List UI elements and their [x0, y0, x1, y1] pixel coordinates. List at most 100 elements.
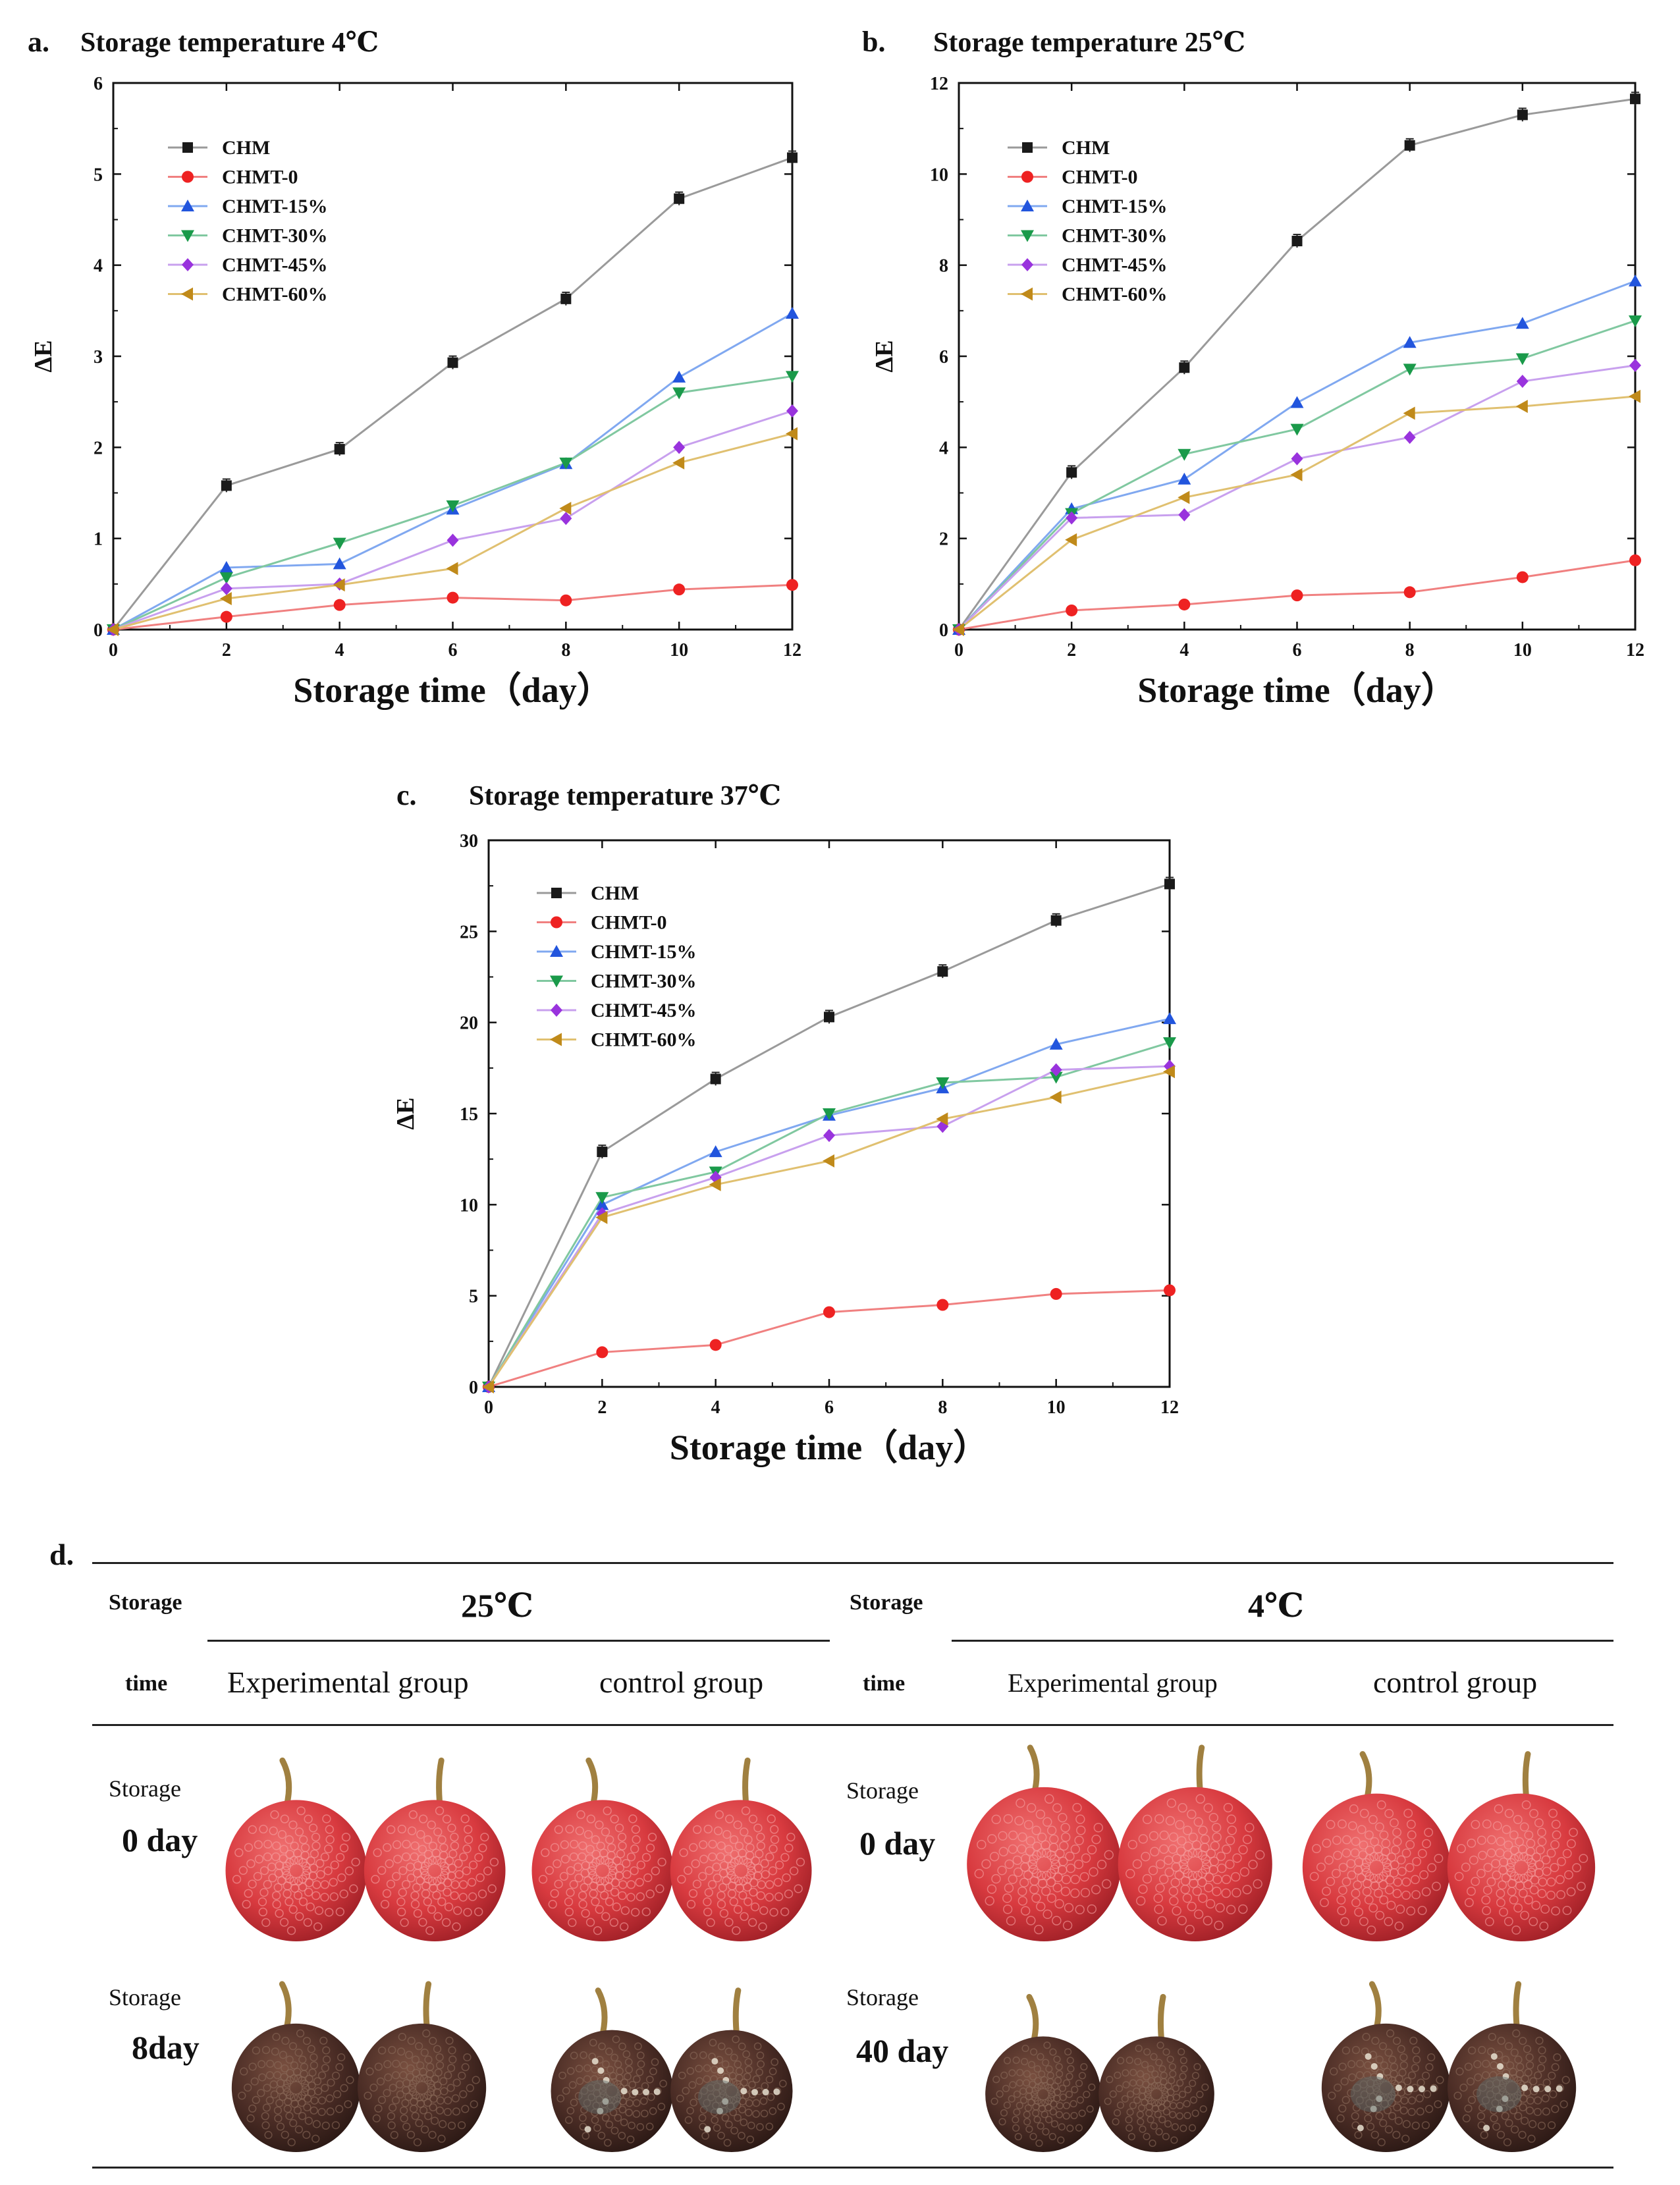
legend-marker: [181, 287, 193, 301]
mold-spot: [1496, 2063, 1504, 2070]
panel-label: a.: [28, 26, 49, 58]
lychee-fruit: [1448, 2023, 1577, 2152]
y-tick-label: 4: [939, 438, 948, 458]
mold-spot: [653, 2088, 661, 2095]
legend-entry-chm: CHM: [591, 882, 639, 904]
data-point-chmt-30pct: [823, 1108, 836, 1120]
data-point-chmt-45pct: [786, 404, 798, 418]
legend-entry-chmt-45pct: CHMT-45%: [1062, 254, 1168, 276]
x-tick-label: 0: [109, 640, 118, 661]
data-point-chmt-0: [936, 1299, 949, 1311]
data-point-chmt-15pct: [786, 306, 799, 319]
lychee-fruit: [225, 1800, 367, 1941]
lychee-fruit: [1321, 2023, 1450, 2152]
legend-marker: [1021, 171, 1033, 183]
panel-label-d: d.: [49, 1538, 74, 1571]
mold-spot: [717, 2107, 724, 2115]
legend-entry-chmt-30pct: CHMT-30%: [222, 225, 328, 247]
panel-label: c.: [396, 779, 417, 811]
data-point-chmt-15pct: [1403, 336, 1417, 348]
x-axis-title: Storage time（day）: [293, 670, 612, 710]
lychee-texture: [238, 2029, 354, 2147]
row1-day-25: 0 day: [122, 1821, 198, 1858]
lychee-texture: [364, 2029, 480, 2147]
lychee-texture: [232, 1806, 360, 1935]
row1-storage-left: Storage: [109, 1775, 181, 1802]
lychee-fruit: [985, 2036, 1101, 2152]
data-point-chmt-45pct: [1403, 431, 1416, 445]
mold-spot: [1418, 2086, 1425, 2093]
lychee-stem: [279, 1981, 292, 2034]
header-rule-4: [952, 1640, 1613, 1642]
data-point-chmt-30pct: [936, 1077, 950, 1089]
data-point-chmt-0: [786, 579, 798, 591]
data-point-chm: [1179, 362, 1190, 373]
x-tick-label: 8: [938, 1397, 947, 1418]
data-point-chmt-60pct: [219, 591, 232, 605]
data-point-chmt-45pct: [560, 512, 572, 526]
data-point-chmt-60pct: [823, 1154, 834, 1168]
chart-title: Storage temperature 25℃: [933, 28, 1245, 58]
data-point-chmt-15pct: [1163, 1012, 1176, 1025]
mold-spot: [704, 2126, 711, 2133]
lychee-photo-4-ctrl-day40: [1321, 1981, 1577, 2152]
legend-marker: [550, 945, 563, 957]
legend-entry-chmt-0: CHMT-0: [1062, 167, 1138, 188]
lychee-texture: [677, 1806, 805, 1935]
legend: CHM CHMT-0 CHMT-15% CHMT-30% CHMT-45% CHMT-60…: [537, 882, 697, 1051]
lychee-fruit: [364, 1800, 506, 1941]
lychee-fruit: [1098, 2036, 1214, 2152]
data-point-chmt-0: [1403, 586, 1416, 599]
x-tick-label: 2: [597, 1397, 607, 1418]
y-tick-label: 1: [94, 529, 103, 550]
legend: CHM CHMT-0 CHMT-15% CHMT-30% CHMT-45% CHMT-60…: [1008, 137, 1168, 306]
series-chmt-0: [488, 1289, 1170, 1388]
data-point-chmt-45pct: [220, 581, 232, 595]
data-point-chmt-0: [823, 1306, 835, 1318]
data-point-chmt-30pct: [1403, 364, 1417, 376]
mold-spot: [1365, 2053, 1372, 2060]
header-temp-25: 25℃: [461, 1587, 533, 1624]
data-point-chm: [1630, 94, 1640, 105]
y-tick-label: 8: [939, 256, 948, 277]
data-point-chmt-30pct: [1515, 353, 1529, 365]
header-bottom-rule: [92, 1724, 1613, 1726]
lychee-texture: [371, 1806, 499, 1935]
mold-spot: [717, 2067, 724, 2074]
data-point-chmt-45pct: [823, 1129, 835, 1143]
x-tick-label: 10: [1047, 1397, 1066, 1418]
legend-marker: [1021, 230, 1034, 242]
legend-marker: [181, 200, 194, 211]
mold-spot: [584, 2126, 591, 2133]
data-point-chmt-60pct: [595, 1210, 608, 1224]
data-point-chm: [597, 1146, 608, 1158]
mold-spot: [1544, 2086, 1552, 2093]
mold-spot: [1370, 2105, 1377, 2113]
data-point-chmt-15pct: [709, 1145, 722, 1158]
data-point-chm: [560, 293, 572, 304]
x-axis-title: Storage time（day）: [1137, 670, 1456, 710]
markers-chmt-60pct: [482, 1065, 1175, 1393]
y-tick-label: 25: [460, 922, 478, 942]
lychee-fruit: [1302, 1793, 1451, 1941]
markers-chmt-0: [483, 1284, 1176, 1393]
data-point-chmt-0: [447, 591, 459, 604]
data-point-chmt-60pct: [482, 1380, 494, 1393]
x-tick-label: 4: [335, 640, 344, 661]
data-point-chm: [334, 444, 345, 455]
x-tick-label: 2: [1067, 640, 1076, 661]
data-point-chmt-15pct: [1629, 274, 1642, 286]
series-line-chmt-0: [488, 1289, 1170, 1388]
mold-patch: [697, 2080, 741, 2115]
data-point-chm: [1404, 140, 1415, 151]
data-point-chmt-60pct: [446, 562, 458, 576]
x-tick-label: 6: [825, 1397, 834, 1418]
data-point-chmt-45pct: [709, 1170, 722, 1184]
x-tick-label: 6: [448, 640, 458, 661]
lychee-fruit: [1447, 1793, 1596, 1941]
mold-spot: [1521, 2084, 1529, 2091]
mold-spot: [1407, 2086, 1414, 2093]
lychee-stem: [279, 1757, 292, 1810]
chart-panel-a: a. Storage temperature 4℃0 2 4 6 8 10 120123456…: [28, 26, 801, 710]
lychee-fruit: [551, 2030, 673, 2152]
